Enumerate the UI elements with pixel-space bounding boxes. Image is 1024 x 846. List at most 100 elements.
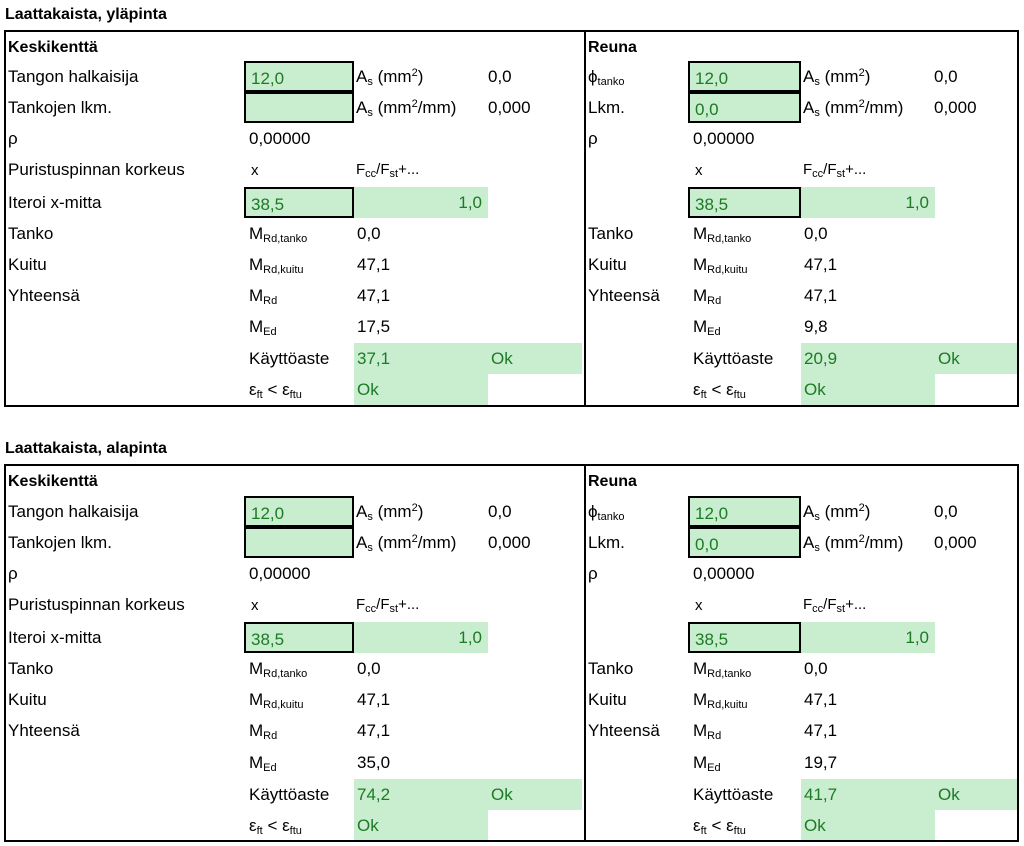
med-label: MEd: [693, 753, 721, 774]
rho-value: 0,00000: [693, 129, 755, 148]
as-per-mm-label: As (mm2/mm): [803, 533, 904, 554]
x-input[interactable]: 38,5: [244, 622, 354, 653]
mrd-label: MRd: [693, 286, 722, 307]
mrd-tanko-label: MRd,tanko: [249, 224, 308, 245]
mrd-label: MRd: [249, 286, 278, 307]
mrd-label: MRd: [693, 721, 722, 742]
strain-status: Ok: [354, 374, 488, 405]
x-label: x: [695, 162, 703, 179]
mrd-label: MRd: [249, 721, 278, 742]
label-count: Lkm.: [588, 98, 625, 117]
as-value: 0,0: [488, 502, 512, 521]
mrd-tanko-value: 0,0: [804, 659, 828, 678]
label-kuitu: Kuitu: [8, 255, 47, 274]
mrd-kuitu-label: MRd,kuitu: [249, 690, 304, 711]
strain-status: Ok: [801, 810, 935, 840]
ratio-label: Fcc/Fst+...: [803, 596, 867, 615]
x-input[interactable]: 38,5: [688, 187, 801, 218]
mrd-value: 47,1: [357, 286, 391, 305]
x-label: x: [695, 597, 703, 614]
as-per-mm-value: 0,000: [934, 98, 977, 117]
mrd-tanko-value: 0,0: [357, 224, 381, 243]
label-iterate: Iteroi x-mitta: [8, 628, 102, 647]
x-label: x: [251, 597, 259, 614]
as-per-mm-label: As (mm2/mm): [356, 98, 457, 119]
section-title: Laattakaista, alapinta: [5, 440, 167, 457]
mrd-tanko-label: MRd,tanko: [693, 659, 752, 680]
utilization-value: 74,2: [354, 779, 488, 810]
utilization-value: 20,9: [801, 343, 935, 374]
diameter-input[interactable]: 12,0: [688, 496, 801, 527]
mrd-value: 47,1: [357, 721, 391, 740]
left-header: Keskikenttä: [8, 39, 98, 56]
label-height: Puristuspinnan korkeus: [8, 160, 185, 179]
as-per-mm-value: 0,000: [488, 533, 531, 552]
rho-label: ρ: [588, 564, 598, 583]
label-diameter: Tangon halkaisija: [8, 67, 139, 86]
label-total: Yhteensä: [588, 286, 660, 305]
x-input[interactable]: 38,5: [244, 187, 354, 218]
diameter-input[interactable]: 12,0: [688, 61, 801, 92]
med-value: 35,0: [357, 753, 391, 772]
utilization-label: Käyttöaste: [249, 785, 330, 804]
mrd-kuitu-value: 47,1: [357, 255, 391, 274]
strain-label: εft < εftu: [693, 380, 746, 401]
count-input[interactable]: [244, 527, 354, 558]
as-per-mm-label: As (mm2/mm): [356, 533, 457, 554]
strain-label: εft < εftu: [249, 380, 302, 401]
med-label: MEd: [249, 753, 277, 774]
mrd-kuitu-label: MRd,kuitu: [693, 255, 748, 276]
mrd-kuitu-label: MRd,kuitu: [249, 255, 304, 276]
diameter-input[interactable]: 12,0: [244, 496, 354, 527]
label-iterate: Iteroi x-mitta: [8, 193, 102, 212]
mrd-kuitu-value: 47,1: [804, 690, 838, 709]
as-label: As (mm2): [803, 67, 871, 88]
strain-label: εft < εftu: [693, 816, 746, 837]
as-value: 0,0: [488, 67, 512, 86]
mrd-value: 47,1: [804, 286, 838, 305]
mrd-tanko-value: 0,0: [357, 659, 381, 678]
ratio-label: Fcc/Fst+...: [356, 161, 420, 180]
label-count: Lkm.: [588, 533, 625, 552]
label-tanko: Tanko: [588, 224, 634, 243]
med-value: 17,5: [357, 317, 391, 336]
utilization-status: Ok: [488, 779, 582, 810]
label-total: Yhteensä: [8, 286, 80, 305]
as-per-mm-label: As (mm2/mm): [803, 98, 904, 119]
column-divider: [584, 32, 586, 405]
utilization-label: Käyttöaste: [249, 349, 330, 368]
med-label: MEd: [249, 317, 277, 338]
x-input[interactable]: 38,5: [688, 622, 801, 653]
rho-label: ρ: [8, 564, 18, 583]
utilization-value: 37,1: [354, 343, 488, 374]
strain-status: Ok: [354, 810, 488, 840]
diameter-input[interactable]: 12,0: [244, 61, 354, 92]
count-input[interactable]: 0,0: [688, 527, 801, 558]
label-kuitu: Kuitu: [588, 255, 627, 274]
ratio-label: Fcc/Fst+...: [356, 596, 420, 615]
right-header: Reuna: [588, 39, 637, 56]
med-value: 9,8: [804, 317, 828, 336]
section-title: Laattakaista, yläpinta: [5, 6, 167, 23]
label-kuitu: Kuitu: [8, 690, 47, 709]
ratio-label: Fcc/Fst+...: [803, 161, 867, 180]
utilization-label: Käyttöaste: [693, 349, 774, 368]
as-value: 0,0: [934, 67, 958, 86]
as-per-mm-value: 0,000: [934, 533, 977, 552]
utilization-status: Ok: [935, 343, 1017, 374]
label-total: Yhteensä: [8, 721, 80, 740]
count-input[interactable]: 0,0: [688, 92, 801, 123]
calc-panel: Keskikenttä Tangon halkaisija 12,0 As (m…: [4, 30, 1019, 407]
rho-value: 0,00000: [693, 564, 755, 583]
count-input[interactable]: [244, 92, 354, 123]
as-value: 0,0: [934, 502, 958, 521]
rho-label: ρ: [8, 129, 18, 148]
mrd-tanko-label: MRd,tanko: [693, 224, 752, 245]
as-label: As (mm2): [356, 67, 424, 88]
utilization-status: Ok: [488, 343, 582, 374]
label-height: Puristuspinnan korkeus: [8, 595, 185, 614]
utilization-value: 41,7: [801, 779, 935, 810]
ratio-value: 1,0: [354, 622, 488, 653]
phi-label: ϕtanko: [588, 67, 625, 88]
label-count: Tankojen lkm.: [8, 533, 112, 552]
